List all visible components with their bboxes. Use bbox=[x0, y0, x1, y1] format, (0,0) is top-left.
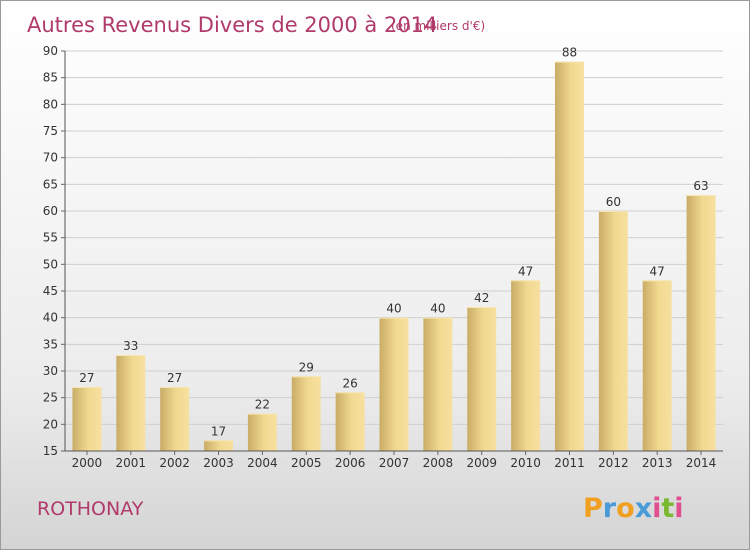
bars: 27 33 27 17 22 29 26 40 40 42 47 88 60 47 63 bbox=[72, 46, 716, 452]
y-tick-label: 15 bbox=[43, 444, 58, 458]
x-tick-label: 2003 bbox=[203, 456, 234, 470]
proxiti-logo-text: Proxiti bbox=[583, 493, 684, 524]
y-tick-label: 90 bbox=[43, 44, 58, 58]
bar-value-label: 27 bbox=[167, 371, 182, 385]
bar-value-label: 60 bbox=[606, 195, 621, 209]
logo-letter: t bbox=[661, 493, 674, 524]
bar-value-label: 22 bbox=[255, 398, 270, 412]
y-tick-label: 80 bbox=[43, 97, 58, 111]
y-tick-label: 50 bbox=[43, 257, 58, 271]
chart-title: Autres Revenus Divers de 2000 à 2014 bbox=[27, 13, 437, 37]
bar-value-label: 40 bbox=[430, 302, 445, 316]
axes: 15 20 25 30 35 40 45 50 55 60 65 70 75 80 85 90 2000 2001… bbox=[43, 44, 723, 470]
x-tick-label: 2012 bbox=[598, 456, 629, 470]
bar-value-label: 47 bbox=[518, 264, 533, 278]
x-tick-label: 2004 bbox=[247, 456, 278, 470]
bar bbox=[379, 317, 409, 451]
bar bbox=[72, 387, 102, 451]
chart-subtitle: (en milliers d'€) bbox=[391, 19, 485, 33]
y-tick-label: 20 bbox=[43, 417, 58, 431]
bar-value-label: 42 bbox=[474, 291, 489, 305]
x-tick-label: 2009 bbox=[466, 456, 497, 470]
logo-letter: i bbox=[652, 493, 661, 524]
x-tick-label: 2008 bbox=[423, 456, 454, 470]
y-tick-label: 40 bbox=[43, 311, 58, 325]
x-tick-label: 2014 bbox=[686, 456, 717, 470]
x-tick-label: 2013 bbox=[642, 456, 673, 470]
logo-letter: i bbox=[674, 493, 683, 524]
x-tick-label: 2007 bbox=[379, 456, 410, 470]
logo-letter: r bbox=[603, 493, 617, 524]
y-tick-label: 65 bbox=[43, 177, 58, 191]
y-tick-label: 30 bbox=[43, 364, 58, 378]
bar bbox=[247, 413, 277, 451]
logo-letter: o bbox=[616, 493, 635, 524]
y-tick-label: 75 bbox=[43, 124, 58, 138]
y-tick-label: 55 bbox=[43, 231, 58, 245]
bar-value-label: 40 bbox=[386, 302, 401, 316]
bar-value-label: 47 bbox=[650, 264, 665, 278]
x-tick-label: 2006 bbox=[335, 456, 366, 470]
y-tick-label: 25 bbox=[43, 391, 58, 405]
location-label: ROTHONAY bbox=[37, 498, 144, 520]
bar-value-label: 29 bbox=[299, 360, 314, 374]
bar bbox=[204, 440, 234, 451]
x-tick-label: 2005 bbox=[291, 456, 322, 470]
bar bbox=[160, 387, 190, 451]
x-tick-label: 2002 bbox=[159, 456, 190, 470]
bar-value-label: 26 bbox=[342, 376, 357, 390]
y-tick-label: 45 bbox=[43, 284, 58, 298]
bar-value-label: 63 bbox=[693, 179, 708, 193]
bar bbox=[291, 376, 321, 451]
bar bbox=[423, 317, 453, 451]
bar-value-label: 88 bbox=[562, 46, 577, 60]
logo-letter: P bbox=[583, 493, 603, 524]
bar bbox=[116, 355, 146, 451]
bar bbox=[467, 307, 497, 451]
bar bbox=[642, 280, 672, 451]
y-tick-label: 85 bbox=[43, 71, 58, 85]
x-tick-label: 2011 bbox=[554, 456, 585, 470]
proxiti-logo[interactable]: Proxiti bbox=[583, 493, 684, 524]
bar bbox=[511, 280, 541, 451]
bar-value-label: 27 bbox=[79, 371, 94, 385]
x-tick-label: 2010 bbox=[510, 456, 541, 470]
bar bbox=[335, 392, 365, 451]
bar bbox=[554, 61, 584, 452]
y-tick-label: 60 bbox=[43, 204, 58, 218]
x-tick-label: 2001 bbox=[116, 456, 147, 470]
x-tick-label: 2000 bbox=[72, 456, 103, 470]
y-tick-label: 35 bbox=[43, 337, 58, 351]
logo-letter: x bbox=[635, 493, 652, 524]
bar bbox=[686, 195, 716, 451]
y-tick-label: 70 bbox=[43, 151, 58, 165]
bar-value-label: 33 bbox=[123, 339, 138, 353]
bar-value-label: 17 bbox=[211, 424, 226, 438]
bar bbox=[598, 211, 628, 451]
